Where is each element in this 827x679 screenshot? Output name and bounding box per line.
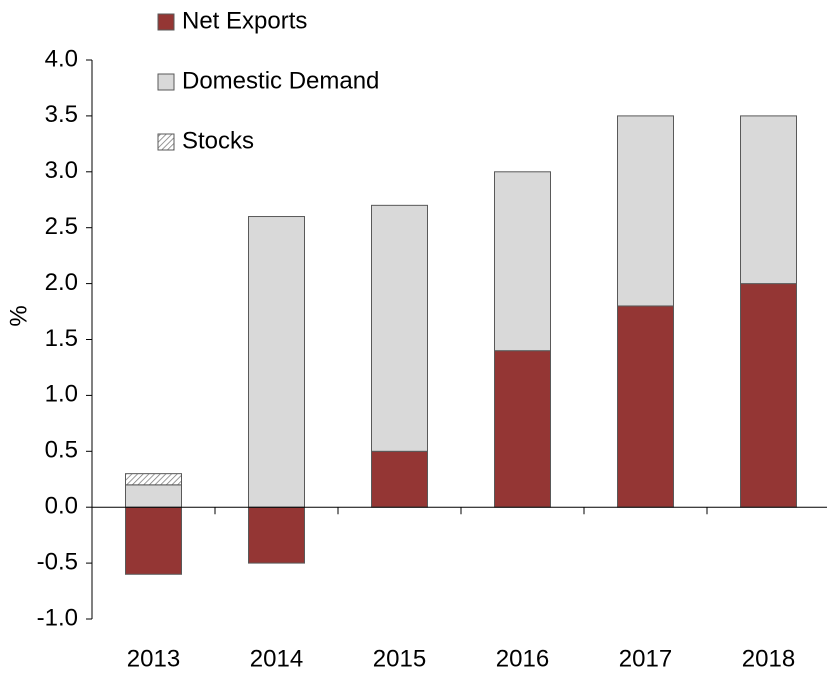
y-tick-label: 3.0 <box>45 157 78 184</box>
legend-swatch <box>157 13 175 31</box>
y-tick-label: -1.0 <box>37 604 78 631</box>
x-tick-label: 2014 <box>250 645 303 672</box>
bar-segment <box>248 506 305 564</box>
legend-swatch <box>157 133 175 151</box>
bar-segment <box>125 484 182 508</box>
bar-segment <box>248 216 305 508</box>
bar-segment <box>740 283 797 508</box>
bar-segment <box>494 171 551 352</box>
bar-segment <box>617 115 674 307</box>
y-tick-label: 0.0 <box>45 493 78 520</box>
x-tick-label: 2016 <box>496 645 549 672</box>
y-tick-label: 3.5 <box>45 101 78 128</box>
legend-label: Stocks <box>182 127 254 154</box>
y-tick-label: 1.5 <box>45 325 78 352</box>
y-axis-label: % <box>5 305 32 326</box>
legend-label: Net Exports <box>182 7 307 34</box>
bar-segment <box>125 506 182 575</box>
legend-label: Domestic Demand <box>182 67 379 94</box>
bar-segment <box>494 350 551 508</box>
x-tick-label: 2013 <box>127 645 180 672</box>
x-tick-label: 2017 <box>619 645 672 672</box>
y-tick-label: 2.5 <box>45 213 78 240</box>
y-tick-label: 0.5 <box>45 437 78 464</box>
bar-segment <box>371 450 428 508</box>
y-tick-label: -0.5 <box>37 548 78 575</box>
y-tick-label: 1.0 <box>45 381 78 408</box>
x-tick-label: 2018 <box>742 645 795 672</box>
bar-segment <box>740 115 797 285</box>
y-tick-label: 4.0 <box>45 45 78 72</box>
bar-segment <box>617 305 674 508</box>
bar-segment <box>125 473 182 486</box>
x-tick-label: 2015 <box>373 645 426 672</box>
bar-segment <box>371 204 428 452</box>
y-tick-label: 2.0 <box>45 269 78 296</box>
legend-swatch <box>157 73 175 91</box>
